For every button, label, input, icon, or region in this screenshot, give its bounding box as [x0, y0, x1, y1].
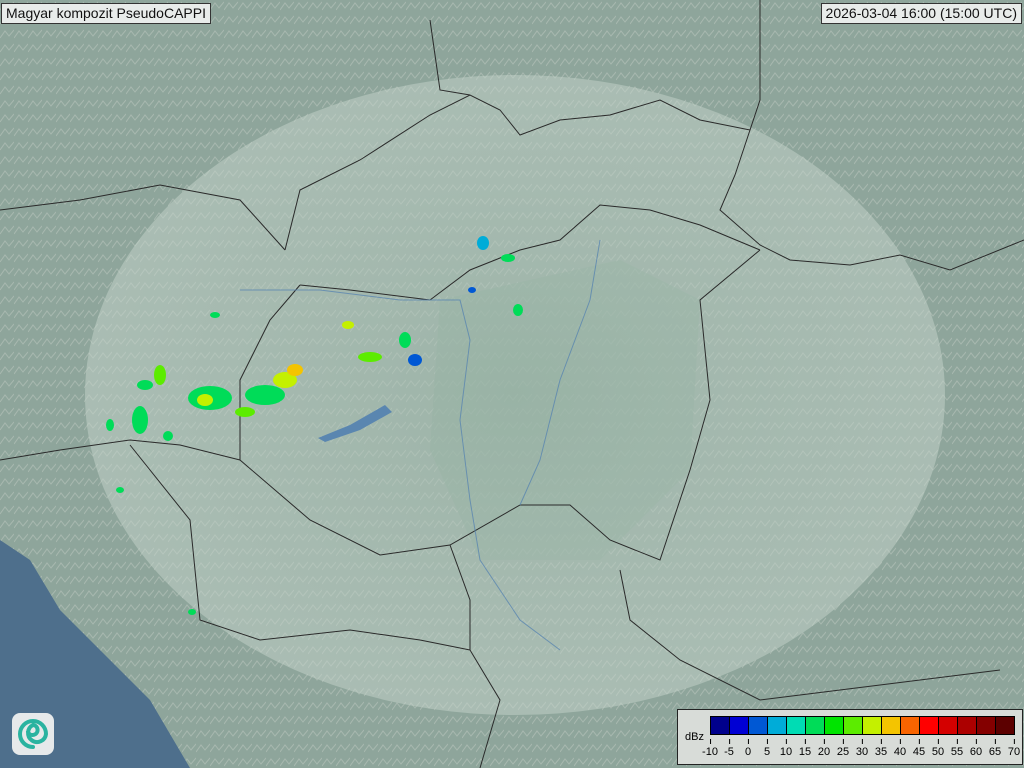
map-title: Magyar kompozit PseudoCAPPI — [1, 3, 211, 24]
legend-tick-label: 25 — [837, 739, 849, 758]
legend-swatch — [787, 717, 806, 734]
swirl-logo-icon[interactable] — [12, 713, 54, 755]
legend-tick-label: 50 — [932, 739, 944, 758]
radar-echo — [132, 406, 148, 434]
legend-tick-label: 10 — [780, 739, 792, 758]
legend-swatch — [768, 717, 787, 734]
legend-color-bar — [710, 716, 1015, 735]
radar-echo — [358, 352, 382, 362]
radar-echo — [468, 287, 476, 293]
legend-tick-label: -10 — [702, 739, 718, 758]
legend-tick-label: 30 — [856, 739, 868, 758]
legend-swatch — [730, 717, 749, 734]
legend-swatch — [996, 717, 1014, 734]
legend-swatch — [882, 717, 901, 734]
legend-swatch — [711, 717, 730, 734]
legend-swatch — [825, 717, 844, 734]
legend-tick-label: 40 — [894, 739, 906, 758]
radar-echo — [399, 332, 411, 348]
legend-swatch — [901, 717, 920, 734]
legend-tick-label: 65 — [989, 739, 1001, 758]
legend-tick-label: 15 — [799, 739, 811, 758]
radar-echo — [116, 487, 124, 493]
radar-echo — [188, 609, 196, 615]
legend-tick-label: 35 — [875, 739, 887, 758]
radar-echo — [342, 321, 354, 329]
adriatic-sea — [0, 540, 190, 768]
radar-coverage — [85, 75, 945, 715]
radar-echo — [154, 365, 166, 385]
legend-swatch — [806, 717, 825, 734]
radar-echo — [501, 254, 515, 262]
legend-tick-label: 5 — [764, 739, 770, 758]
radar-echo — [245, 385, 285, 405]
legend-tick-label: 60 — [970, 739, 982, 758]
legend-tick-label: 55 — [951, 739, 963, 758]
radar-echo — [210, 312, 220, 318]
legend-swatch — [958, 717, 977, 734]
radar-echo — [197, 394, 213, 406]
legend-unit: dBz — [685, 731, 704, 743]
radar-echo — [273, 372, 297, 388]
legend-swatch — [920, 717, 939, 734]
radar-echo — [235, 407, 255, 417]
timestamp: 2026-03-04 16:00 (15:00 UTC) — [820, 3, 1022, 24]
radar-echo — [477, 236, 489, 250]
dbz-legend: dBz -10 -5 0 5 10 15 20 25 30 35 40 45 50 55 60 65 70 — [677, 709, 1023, 765]
radar-echoes — [106, 236, 523, 615]
radar-echo — [163, 431, 173, 441]
legend-tick-label: 0 — [745, 739, 751, 758]
legend-tick-label: 20 — [818, 739, 830, 758]
legend-swatch — [844, 717, 863, 734]
legend-swatch — [977, 717, 996, 734]
lake-balaton — [318, 405, 392, 442]
legend-tick-label: -5 — [724, 739, 734, 758]
legend-tick-label: 45 — [913, 739, 925, 758]
radar-echo — [408, 354, 422, 366]
radar-echo — [106, 419, 114, 431]
legend-swatch — [863, 717, 882, 734]
radar-echo — [137, 380, 153, 390]
legend-swatch — [939, 717, 958, 734]
rivers — [240, 239, 601, 651]
legend-tick-label: 70 — [1008, 739, 1020, 758]
radar-echo — [513, 304, 523, 316]
legend-ticks: -10 -5 0 5 10 15 20 25 30 35 40 45 50 55 60 65 70 — [702, 739, 1020, 759]
legend-swatch — [749, 717, 768, 734]
radar-echo — [287, 364, 303, 376]
